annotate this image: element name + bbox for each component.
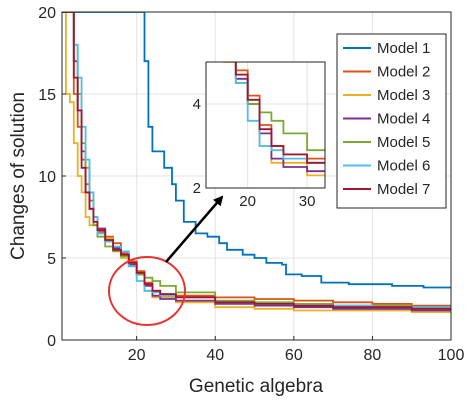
y-axis-label: Changes of solution [8, 92, 29, 260]
x-tick-label: 40 [206, 347, 224, 364]
inset-y-tick-label: 2 [193, 180, 201, 197]
x-tick-label: 100 [438, 347, 465, 364]
series-line-model-7 [62, 12, 451, 310]
legend: Model 1 Model 2 Model 3 Model 4 Model 5 Model… [336, 33, 447, 209]
x-tick-label: 60 [285, 347, 303, 364]
series-lines [62, 12, 451, 313]
inset-y-tick-label: 4 [193, 96, 201, 113]
inset-x-tick-label: 20 [239, 193, 256, 210]
legend-box [336, 33, 447, 209]
legend-label-model-5: Model 5 [377, 134, 430, 151]
legend-label-model-6: Model 6 [377, 158, 430, 175]
inset-frame [205, 61, 326, 189]
inset-series-lines [222, 62, 325, 177]
y-tick-label: 5 [47, 251, 56, 268]
inset-series-line-model-7 [234, 62, 325, 164]
x-axis-label: Genetic algebra [189, 376, 324, 397]
y-tick-label: 10 [38, 169, 56, 186]
legend-label-model-4: Model 4 [377, 111, 430, 128]
x-tick-label: 80 [364, 347, 382, 364]
zoom-arrow [165, 195, 224, 263]
highlight-circle [108, 256, 186, 326]
x-tick-label: 20 [128, 347, 146, 364]
y-tick-label: 15 [38, 87, 56, 104]
legend-label-model-3: Model 3 [377, 87, 430, 104]
y-tick-label: 20 [38, 5, 56, 22]
legend-label-model-1: Model 1 [377, 40, 430, 57]
series-line-model-1 [62, 12, 451, 289]
inset-axis-ticks: 20 30 2 4 [193, 96, 316, 210]
y-tick-label: 0 [47, 333, 56, 350]
legend-label-model-2: Model 2 [377, 64, 430, 81]
inset-x-tick-label: 30 [299, 193, 316, 210]
legend-label-model-7: Model 7 [377, 181, 430, 198]
axis-ticks: 20 40 60 80 100 0 5 10 15 20 [38, 5, 464, 364]
